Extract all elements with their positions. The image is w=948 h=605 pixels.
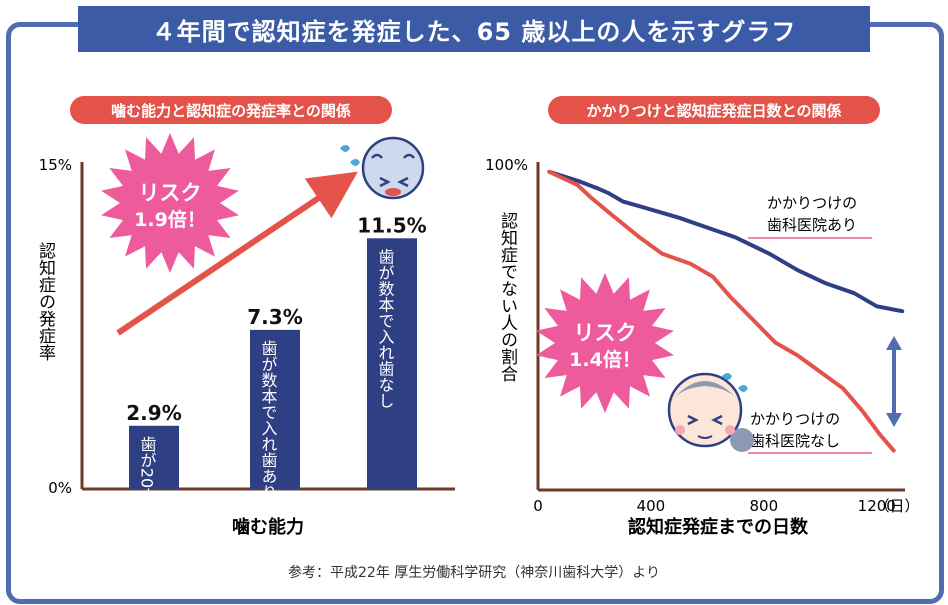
series-line-with-dentist [547, 169, 905, 314]
left-panel-title: 噛む能力と認知症の発症率との関係 [70, 96, 392, 124]
bar-ytick-bottom: 0% [48, 479, 72, 497]
risk-starburst-shape [536, 273, 674, 413]
risk-label-right-1: リスク [574, 321, 637, 345]
bar-1 [129, 425, 179, 489]
right-panel-title: かかりつけと認知症発症日数との関係 [548, 96, 880, 124]
line-ytick-top: 100% [485, 156, 528, 174]
lines-group [547, 169, 905, 453]
bar-2 [250, 329, 300, 489]
line-xticks-group: 0 400 800 1200 [533, 497, 896, 515]
line-xtick-label: 1200 [858, 497, 896, 515]
series-line-without-dentist [547, 169, 896, 453]
series-label-blue-2: 歯科医院あり [767, 216, 857, 234]
worried-old-man-icon [340, 136, 425, 200]
bar-ytick-top: 15% [39, 156, 72, 174]
bar-value-label-2: 7.3% [247, 305, 302, 329]
bar-chart: 15% 0% 認知症の発症率 噛む能力 2.9% 歯が20本以上 7.3% 歯が数本で… [35, 133, 455, 538]
risk-label-right-2: 1.4倍！ [569, 348, 641, 371]
worried-old-woman-icon [667, 372, 754, 452]
bar-category-label-1: 歯が20本以上 [138, 436, 157, 536]
risk-label-left-1: リスク [139, 181, 202, 205]
line-chart: 100% 0 400 800 1200 （日） 認知症でない人の割合 認知症発症までの… [485, 156, 919, 538]
bar-value-label-1: 2.9% [126, 401, 181, 425]
line-xtick-label: 800 [750, 497, 779, 515]
bar-x-label: 噛む能力 [232, 516, 304, 538]
line-xtick-label: 0 [533, 497, 543, 515]
series-label-blue-1: かかりつけの [767, 194, 857, 212]
source-note: 参考：平成22年 厚生労働科学研究（神奈川歯科大学）より [288, 565, 660, 581]
risk-starburst-right: リスク 1.4倍！ [536, 273, 674, 413]
gap-double-arrow [886, 336, 902, 427]
line-x-label: 認知症発症までの日数 [628, 516, 809, 538]
bar-category-label-2: 歯が数本で入れ歯あり [259, 340, 278, 500]
page-title: ４年間で認知症を発症した、65 歳以上の人を示すグラフ [78, 6, 870, 52]
trend-arrow [116, 171, 358, 336]
line-y-label: 認知症でない人の割合 [497, 212, 518, 382]
bars-group: 2.9% 歯が20本以上 7.3% 歯が数本で入れ歯あり 11.5% 歯が数本で入れ歯なし [126, 213, 426, 536]
bar-category-label-3: 歯が数本で入れ歯なし [376, 248, 395, 408]
line-x-unit: （日） [874, 497, 919, 515]
series-label-red-2: 歯科医院なし [750, 432, 840, 450]
line-xtick-label: 400 [637, 497, 666, 515]
bar-value-label-3: 11.5% [357, 213, 426, 237]
risk-starburst-shape [101, 133, 239, 273]
bar-y-label: 認知症の発症率 [35, 242, 56, 361]
risk-label-left-2: 1.9倍！ [134, 208, 206, 231]
bar-3 [367, 238, 417, 489]
risk-starburst-left: リスク 1.9倍！ [101, 133, 239, 273]
series-label-red-1: かかりつけの [750, 410, 840, 428]
